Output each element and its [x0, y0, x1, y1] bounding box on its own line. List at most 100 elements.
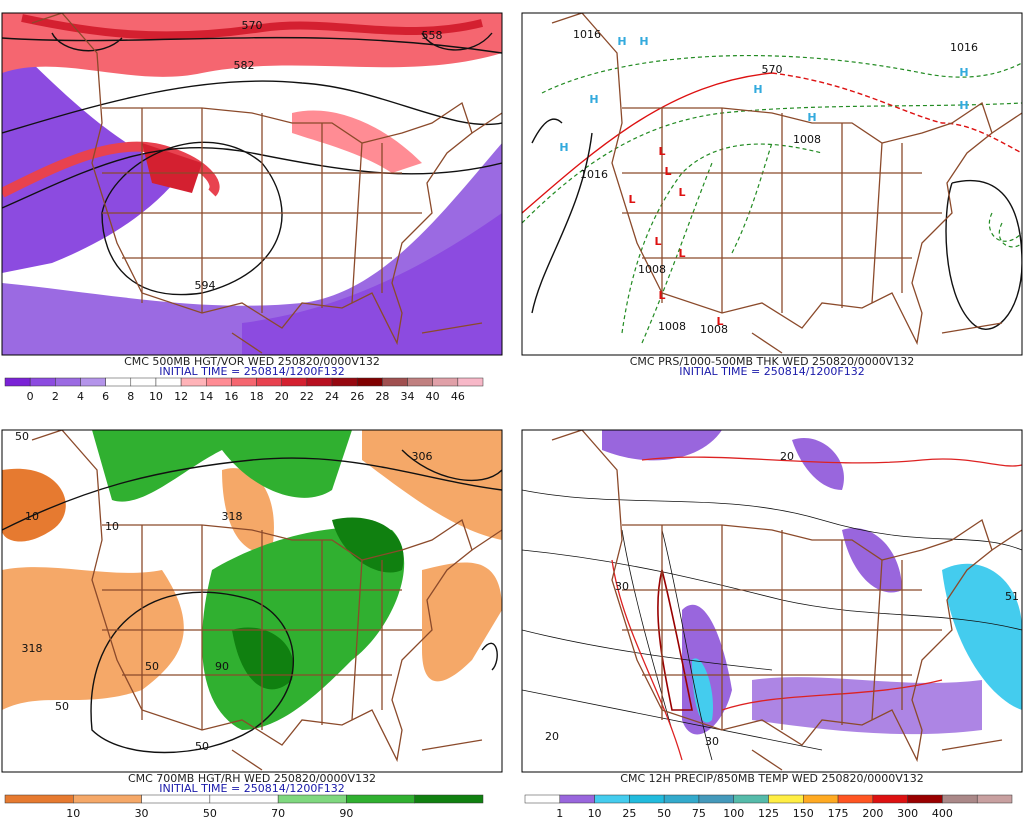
initial-time: INITIAL TIME = 250814/1200F132	[159, 365, 344, 378]
colorbar-swatch	[594, 794, 630, 804]
map-label: 30	[705, 735, 719, 748]
map-label: L	[658, 145, 665, 158]
colorbar-swatch	[180, 377, 207, 387]
map-label: 50	[15, 430, 29, 443]
colorbar-swatch	[837, 794, 874, 804]
colorbar-label: 75	[692, 807, 706, 819]
map-label: 570	[242, 19, 263, 32]
map-label: 10	[105, 520, 119, 533]
map-label: 318	[222, 510, 243, 523]
map-label: 30	[615, 580, 629, 593]
colorbar-swatch	[73, 794, 142, 804]
colorbar-swatch	[209, 794, 279, 804]
colorbar-swatch	[432, 377, 459, 387]
map-label: 1016	[950, 41, 978, 54]
colorbar-label: 50	[657, 807, 671, 819]
colorbar-label: 26	[350, 390, 364, 403]
map-label: 558	[422, 29, 443, 42]
colorbar-swatch	[733, 794, 769, 804]
map-label: L	[678, 186, 685, 199]
colorbar-label: 10	[149, 390, 163, 403]
colorbar-swatch	[803, 794, 839, 804]
colorbar-swatch	[130, 377, 157, 387]
colorbar-swatch	[105, 377, 132, 387]
colorbar-label: 28	[375, 390, 389, 403]
map-label: L	[628, 193, 635, 206]
colorbar-swatch	[768, 794, 804, 804]
colorbar-label: 0	[27, 390, 34, 403]
colorbar-swatch	[277, 794, 347, 804]
colorbar-label: 70	[271, 807, 285, 819]
map-label: H	[559, 141, 568, 154]
colorbar-swatch	[155, 377, 182, 387]
panel-precip	[521, 429, 1023, 773]
map-label: L	[654, 235, 661, 248]
map-label: 10	[25, 510, 39, 523]
map-label: 90	[215, 660, 229, 673]
map-label: 50	[145, 660, 159, 673]
map-label: 1008	[658, 320, 686, 333]
map-label: H	[753, 83, 762, 96]
colorbar-label: 12	[174, 390, 188, 403]
colorbar-swatch	[976, 794, 1013, 804]
colorbar-swatch	[942, 794, 978, 804]
colorbar-label: 40	[426, 390, 440, 403]
colorbar-label: 25	[622, 807, 636, 819]
colorbar-swatch	[629, 794, 665, 804]
colorbar-label: 4	[77, 390, 84, 403]
colorbar-swatch	[306, 377, 333, 387]
colorbar-swatch	[559, 794, 595, 804]
map-label: H	[807, 111, 816, 124]
colorbar-swatch	[4, 377, 31, 387]
colorbar-swatch	[206, 377, 232, 387]
colorbar-swatch	[414, 794, 484, 804]
panel-title: CMC PRS/1000-500MB THK WED 250820/0000V1…	[630, 355, 915, 368]
colorbar-label: 1	[556, 807, 563, 819]
colorbar-label: 125	[758, 807, 779, 819]
map-label: 582	[234, 59, 255, 72]
colorbar-label: 16	[224, 390, 238, 403]
colorbar-label: 8	[127, 390, 134, 403]
panel-500mb	[1, 12, 503, 356]
colorbar-label: 150	[793, 807, 814, 819]
map-label: L	[658, 289, 665, 302]
map-label: H	[617, 35, 626, 48]
map-label: 594	[195, 279, 216, 292]
map-label: 1016	[573, 28, 601, 41]
colorbar-label: 200	[862, 807, 883, 819]
colorbar-label: 20	[275, 390, 289, 403]
initial-time: INITIAL TIME = 250814/1200F132	[159, 782, 344, 795]
initial-time: INITIAL TIME = 250814/1200F132	[679, 365, 864, 378]
colorbar-label: 24	[325, 390, 339, 403]
map-label: 50	[55, 700, 69, 713]
colorbar-label: 400	[932, 807, 953, 819]
colorbar-swatch	[231, 377, 257, 387]
map-label: L	[716, 315, 723, 328]
colorbar-swatch	[346, 794, 415, 804]
map-label: L	[664, 165, 671, 178]
colorbar-swatch	[80, 377, 106, 387]
map-label: 20	[780, 450, 794, 463]
map-labels: 50 10 318 318 50 90 306 50 10 50	[15, 430, 433, 753]
colorbar-swatch	[872, 794, 908, 804]
colorbar-label: 46	[451, 390, 465, 403]
colorbar-label: 14	[199, 390, 213, 403]
colorbar-label: 18	[250, 390, 264, 403]
colorbar-swatch	[663, 794, 700, 804]
colorbar-label: 50	[203, 807, 217, 819]
colorbar-swatch	[55, 377, 81, 387]
colorbar-swatch	[698, 794, 734, 804]
colorbar-label: 34	[401, 390, 415, 403]
colorbar-swatch	[256, 377, 282, 387]
colorbar-label: 300	[897, 807, 918, 819]
map-label: 570	[762, 63, 783, 76]
colorbar-label: 90	[339, 807, 353, 819]
map-label: 51	[1005, 590, 1019, 603]
panel-title: CMC 700MB HGT/RH WED 250820/0000V132	[128, 772, 376, 785]
map-label: H	[639, 35, 648, 48]
colorbar-label: 22	[300, 390, 314, 403]
map-label: 306	[412, 450, 433, 463]
colorbar-swatch	[141, 794, 211, 804]
colorbar-swatch	[331, 377, 358, 387]
colorbar-label: 10	[66, 807, 80, 819]
